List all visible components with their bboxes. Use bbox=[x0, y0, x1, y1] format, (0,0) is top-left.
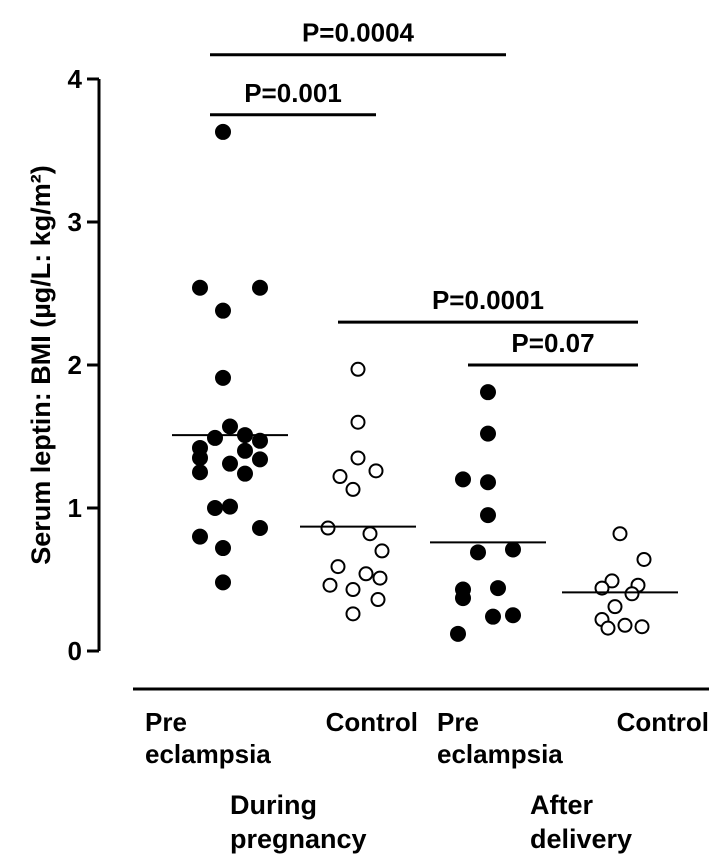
y-tick-label: 3 bbox=[68, 207, 82, 237]
group-label: During pregnancy bbox=[230, 790, 367, 854]
data-point-filled bbox=[252, 432, 268, 449]
y-tick-label: 4 bbox=[68, 64, 83, 94]
p-value-label: P=0.0004 bbox=[302, 18, 415, 48]
data-point-open bbox=[604, 573, 620, 589]
data-point-filled bbox=[192, 464, 208, 481]
data-point-open bbox=[322, 577, 338, 593]
data-point-open bbox=[607, 599, 623, 615]
data-point-open bbox=[617, 617, 633, 633]
data-point-open bbox=[362, 526, 378, 542]
data-point-open bbox=[345, 606, 361, 622]
data-point-filled bbox=[222, 455, 238, 472]
data-point-open bbox=[368, 463, 384, 479]
data-point-filled bbox=[455, 590, 471, 607]
data-point-open bbox=[612, 526, 628, 542]
y-tick-label: 1 bbox=[68, 493, 82, 523]
category-label: Pre eclampsia bbox=[437, 707, 563, 769]
data-point-filled bbox=[207, 500, 223, 516]
data-point-open bbox=[634, 619, 650, 635]
data-point-filled bbox=[505, 607, 521, 624]
data-point-filled bbox=[215, 302, 231, 319]
category-label: Pre eclampsia bbox=[145, 707, 271, 769]
data-point-filled bbox=[237, 465, 253, 482]
data-point-filled bbox=[480, 474, 496, 491]
data-point-filled bbox=[470, 544, 486, 561]
significance-brackets: P=0.0004 P=0.001 P=0.0001 P=0.07 bbox=[210, 18, 638, 367]
category-label: Control bbox=[326, 707, 418, 737]
data-point-filled bbox=[237, 442, 253, 459]
data-point-filled bbox=[505, 541, 521, 558]
p-value-label: P=0.0001 bbox=[432, 285, 544, 315]
data-point-open bbox=[350, 450, 366, 466]
data-point-filled bbox=[480, 384, 496, 401]
data-point-open bbox=[370, 592, 386, 608]
data-point-filled bbox=[192, 279, 208, 296]
data-point-filled bbox=[192, 528, 208, 545]
data-point-open bbox=[345, 582, 361, 598]
data-point-filled bbox=[215, 574, 231, 591]
y-axis-label: Serum leptin: BMI (µg/L: kg/m²) bbox=[26, 165, 56, 565]
median-lines bbox=[172, 434, 678, 594]
p-value-label: P=0.07 bbox=[511, 328, 594, 358]
data-point-filled bbox=[252, 279, 268, 296]
data-point-open bbox=[350, 414, 366, 430]
data-point-filled bbox=[485, 608, 501, 625]
data-point-open bbox=[594, 580, 610, 596]
data-point-open bbox=[636, 551, 652, 567]
y-tick-label: 0 bbox=[68, 636, 82, 666]
data-point-filled bbox=[490, 580, 506, 597]
data-point-open bbox=[320, 520, 336, 536]
data-point-filled bbox=[192, 449, 208, 466]
data-point-open bbox=[345, 481, 361, 497]
data-point-filled bbox=[450, 625, 466, 642]
data-point-filled bbox=[252, 520, 268, 537]
data-point-filled bbox=[252, 451, 268, 468]
data-point-open bbox=[374, 543, 390, 559]
data-point-open bbox=[624, 586, 640, 602]
p-value-label: P=0.001 bbox=[244, 78, 342, 108]
data-point-filled bbox=[215, 369, 231, 386]
data-point-open bbox=[330, 559, 346, 575]
data-point-filled bbox=[215, 540, 231, 557]
data-point-filled bbox=[222, 418, 238, 435]
data-point-open bbox=[350, 361, 366, 377]
data-point-filled bbox=[480, 507, 496, 524]
data-point-open bbox=[600, 620, 616, 636]
category-label: Control bbox=[617, 707, 709, 737]
x-axis-labels: Pre eclampsia Control Pre eclampsia Control Du… bbox=[145, 707, 709, 854]
group-label: After delivery bbox=[530, 790, 632, 854]
data-point-filled bbox=[455, 471, 471, 488]
data-point-filled bbox=[222, 498, 238, 515]
data-point-open bbox=[358, 566, 374, 582]
data-point-open bbox=[372, 570, 388, 586]
data-point-filled bbox=[480, 425, 496, 442]
y-tick-label: 2 bbox=[68, 350, 82, 380]
data-points bbox=[192, 123, 652, 642]
y-axis: 0 1 2 3 4 bbox=[68, 64, 101, 666]
data-point-filled bbox=[215, 123, 231, 140]
data-point-filled bbox=[207, 429, 223, 446]
data-point-open bbox=[332, 469, 348, 485]
